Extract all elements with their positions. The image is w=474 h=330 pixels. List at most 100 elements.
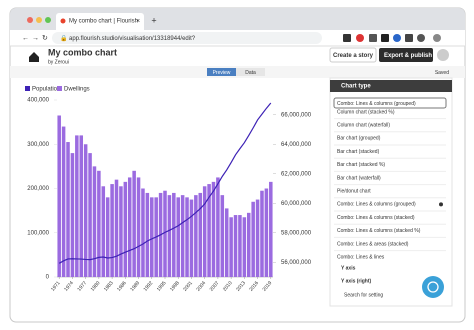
- x-tick-label: 1971: [50, 280, 62, 293]
- reload-button[interactable]: ↻: [42, 35, 48, 42]
- y-axis-right-section[interactable]: Y axis (right): [341, 278, 372, 284]
- data-tab[interactable]: [236, 68, 265, 76]
- chart-type-select[interactable]: [333, 97, 447, 109]
- bar: [242, 217, 247, 277]
- y2-tick-label: 64,000,000: [281, 142, 312, 148]
- project-title[interactable]: My combo chart: [48, 47, 117, 57]
- back-button[interactable]: ←: [22, 35, 29, 42]
- x-tick-label: 2010: [222, 280, 234, 293]
- chart-type-option[interactable]: Bar chart (grouped): [337, 136, 381, 142]
- bar: [57, 115, 61, 277]
- x-tick-label: 1986: [116, 280, 128, 293]
- create-story-label: Create a story: [333, 53, 374, 59]
- y-tick-label: 300,000: [27, 142, 49, 148]
- close-dot[interactable]: [27, 17, 33, 23]
- legend-swatch: [57, 86, 62, 91]
- preview-tab[interactable]: [207, 68, 236, 76]
- x-tick-label: 1983: [103, 280, 115, 293]
- y-axis-section[interactable]: Y axis: [341, 265, 356, 271]
- url: app.flourish.studio/visualisation/133189…: [69, 36, 196, 42]
- bar: [264, 188, 269, 277]
- chart-type-option[interactable]: Column chart (waterfall): [337, 123, 390, 129]
- bar: [176, 197, 180, 277]
- chart-type-option[interactable]: Combo: Lines & lines: [337, 255, 385, 261]
- chart-type-option[interactable]: Combo: Lines & areas (stacked): [337, 241, 409, 247]
- bar: [167, 195, 172, 277]
- legend-label: Dwellings: [64, 87, 90, 93]
- bar: [220, 195, 225, 277]
- selected-check: [439, 202, 443, 207]
- chart-type-option[interactable]: Combo: Lines & columns (stacked): [337, 215, 415, 221]
- settings-panel: [329, 77, 453, 307]
- extension-icons: [343, 34, 441, 42]
- active-tab[interactable]: [56, 13, 144, 30]
- x-tick-label: 2013: [235, 280, 247, 293]
- y-tick-label: 200,000: [27, 186, 49, 192]
- x-tick-label: 2019: [262, 280, 274, 293]
- search-field[interactable]: Search for setting: [344, 292, 383, 298]
- x-tick-label: 2007: [209, 280, 221, 293]
- url-field[interactable]: [52, 32, 322, 44]
- x-tick-label: 1989: [129, 280, 141, 293]
- x-tick-label: 1974: [63, 280, 75, 293]
- bar: [207, 184, 211, 277]
- bar: [97, 170, 101, 277]
- bar: [163, 190, 167, 277]
- bar: [229, 217, 233, 277]
- create-story-button[interactable]: [329, 47, 377, 63]
- bar: [255, 199, 260, 277]
- bar: [260, 190, 264, 277]
- section-header[interactable]: [330, 80, 452, 92]
- bar: [150, 197, 154, 277]
- chart-type-option[interactable]: Pie/donut chart: [337, 189, 371, 195]
- chart-type-option[interactable]: Bar chart (stacked %): [337, 162, 385, 168]
- x-tick-label: 2004: [195, 280, 207, 293]
- bar: [233, 215, 238, 277]
- bar: [83, 144, 88, 277]
- options-list: Column chart (stacked %) Column chart (wa…: [334, 109, 446, 261]
- bar: [79, 135, 84, 277]
- minimize-dot[interactable]: [36, 17, 42, 23]
- chart-type-option[interactable]: Combo: Lines & columns (stacked %): [337, 228, 421, 234]
- chart-type-option[interactable]: Bar chart (stacked): [337, 149, 380, 155]
- bar: [114, 179, 119, 277]
- tab-title: My combo chart | Flourish: [69, 19, 138, 25]
- help-button[interactable]: [422, 276, 444, 298]
- chart: Population Dwellings 0 100,000 200,000 300,00…: [25, 86, 312, 293]
- bar: [211, 181, 216, 277]
- legend-label: Population: [32, 87, 60, 93]
- tab-close[interactable]: ×: [136, 18, 140, 25]
- bar: [251, 201, 255, 277]
- y-tick-label: 400,000: [27, 98, 49, 104]
- selected-type: Combo: Lines & columns (grouped): [337, 101, 416, 107]
- y2-tick-label: 58,000,000: [281, 230, 312, 236]
- x-tick-label: 1998: [169, 280, 181, 293]
- save-status: Saved: [435, 70, 449, 76]
- section-title: Chart type: [341, 84, 371, 90]
- export-button[interactable]: [379, 48, 433, 62]
- help-icon: [427, 281, 439, 293]
- y2-tick-label: 60,000,000: [281, 201, 312, 207]
- bar: [66, 142, 70, 277]
- byline: by Zeroui: [48, 59, 69, 65]
- forward-button[interactable]: →: [32, 35, 39, 42]
- bar: [224, 208, 229, 277]
- chart-type-option[interactable]: Column chart (stacked %): [337, 109, 395, 115]
- zoom-dot[interactable]: [45, 17, 51, 23]
- avatar[interactable]: [437, 49, 449, 61]
- bar: [172, 192, 176, 277]
- bar: [198, 192, 203, 277]
- bar: [110, 184, 114, 277]
- chart-type-option[interactable]: Bar chart (waterfall): [337, 175, 381, 181]
- bar: [136, 177, 141, 277]
- bar: [88, 153, 92, 277]
- y2-tick-label: 66,000,000: [281, 112, 312, 118]
- bar: [75, 135, 79, 277]
- chart-type-option[interactable]: Combo: Lines & columns (grouped): [337, 202, 416, 208]
- bar: [189, 199, 194, 277]
- bar: [202, 186, 207, 277]
- new-tab[interactable]: +: [151, 15, 156, 25]
- bar: [194, 195, 198, 277]
- home-icon[interactable]: [29, 52, 39, 62]
